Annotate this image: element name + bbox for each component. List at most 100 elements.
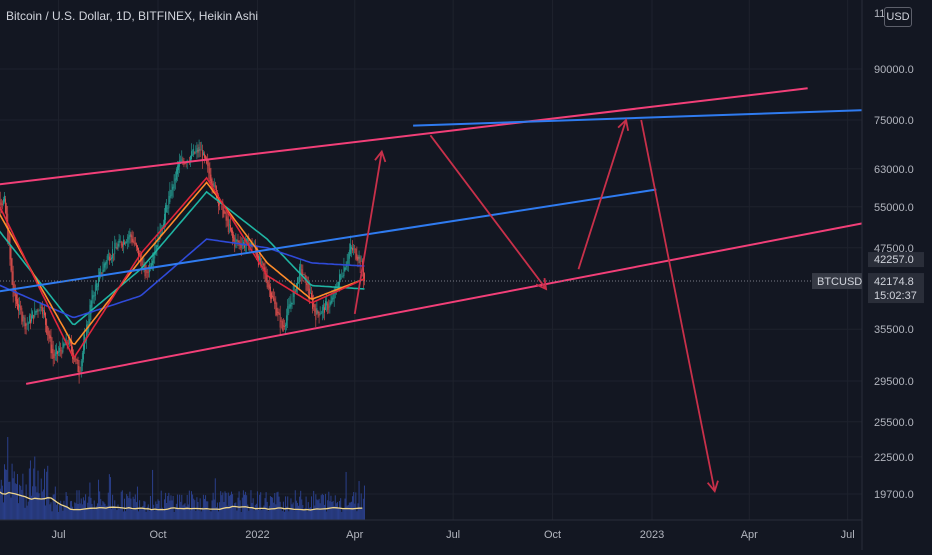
candle	[24, 314, 26, 335]
volume-bar	[33, 468, 35, 520]
volume-bar	[55, 504, 57, 520]
trend-channel-line[interactable]	[0, 87, 808, 187]
volume-bar	[197, 501, 199, 520]
candle	[22, 311, 24, 328]
candle	[138, 247, 139, 263]
candle	[44, 305, 45, 318]
candle	[76, 358, 78, 365]
trend-channel-line[interactable]	[25, 218, 882, 385]
volume-bar	[166, 502, 168, 520]
candle	[147, 265, 149, 278]
volume-bar	[89, 482, 91, 520]
forecast-arrow[interactable]	[353, 149, 387, 315]
time-axis-panel[interactable]	[0, 520, 862, 550]
volume-bar	[38, 493, 40, 520]
candle	[12, 265, 14, 303]
volume-bar	[14, 483, 16, 520]
trend-line[interactable]	[0, 188, 657, 293]
candle	[145, 264, 147, 278]
volume-bar	[235, 502, 237, 520]
candle	[227, 212, 229, 235]
volume-bar	[346, 505, 348, 520]
volume-bar	[67, 507, 69, 520]
candle	[192, 149, 193, 157]
candle	[335, 282, 337, 295]
candle	[51, 337, 53, 360]
volume-bar	[321, 493, 323, 520]
candle	[311, 286, 312, 300]
candle	[196, 142, 198, 160]
volume-bar	[68, 507, 70, 520]
volume-bar	[49, 504, 51, 520]
candle	[35, 310, 37, 316]
volume-bar	[144, 501, 146, 520]
volume-bar	[167, 496, 169, 520]
volume-bar	[184, 503, 186, 520]
candle	[64, 341, 66, 346]
candle	[52, 340, 54, 367]
volume-bar	[349, 502, 351, 520]
candle	[297, 277, 298, 295]
volume-bar	[133, 498, 135, 520]
candle	[259, 252, 261, 262]
candle	[266, 268, 268, 290]
candle	[222, 198, 224, 219]
candle	[204, 151, 205, 164]
volume-bar	[312, 509, 314, 520]
candle	[364, 272, 365, 286]
volume-bar	[288, 511, 290, 520]
forecast-arrow[interactable]	[429, 134, 548, 291]
candle	[195, 145, 197, 155]
candle	[39, 302, 41, 315]
candle	[341, 269, 343, 280]
candle	[314, 303, 316, 316]
candle	[38, 309, 40, 312]
candle	[267, 279, 269, 291]
volume-bar	[188, 490, 190, 520]
volume-bar	[8, 481, 10, 520]
volume-bar	[47, 465, 49, 520]
candle	[310, 284, 311, 294]
volume-bar	[20, 485, 22, 520]
volume-bar	[155, 501, 157, 520]
candle	[358, 250, 360, 264]
time-tick-label: 2022	[245, 529, 269, 541]
candle	[286, 308, 288, 331]
candle	[130, 232, 132, 244]
volume-bar	[93, 500, 95, 520]
moving-average-orange	[0, 181, 365, 345]
candle	[0, 191, 1, 214]
volume-bar	[147, 504, 149, 520]
volume-bar	[78, 490, 80, 520]
forecast-arrow[interactable]	[640, 119, 719, 494]
volume-bar	[222, 492, 224, 520]
forecast-arrow[interactable]	[577, 118, 630, 270]
volume-bar	[135, 502, 137, 520]
volume-bar	[248, 510, 250, 520]
candle	[278, 308, 280, 316]
volume-bar	[280, 507, 282, 520]
candle	[207, 153, 209, 173]
candle	[25, 322, 27, 335]
volume-bar	[36, 492, 38, 520]
volume-bar	[121, 490, 123, 520]
trend-line[interactable]	[413, 108, 897, 127]
volume-bar	[289, 509, 291, 520]
volume-bar	[46, 471, 48, 520]
volume-bar	[10, 497, 12, 520]
currency-button[interactable]: USD	[884, 7, 912, 27]
price-tick-label: 47500.0	[874, 243, 914, 255]
candle	[302, 264, 304, 282]
volume-bar	[162, 510, 164, 520]
volume-bar	[358, 481, 360, 520]
volume-bar	[130, 498, 132, 520]
volume-bar	[102, 501, 104, 520]
volume-bar	[103, 502, 105, 520]
candle	[273, 288, 275, 302]
drawings[interactable]	[0, 87, 897, 494]
candle	[182, 156, 184, 165]
volume-bar	[9, 481, 11, 520]
candle	[20, 300, 22, 315]
